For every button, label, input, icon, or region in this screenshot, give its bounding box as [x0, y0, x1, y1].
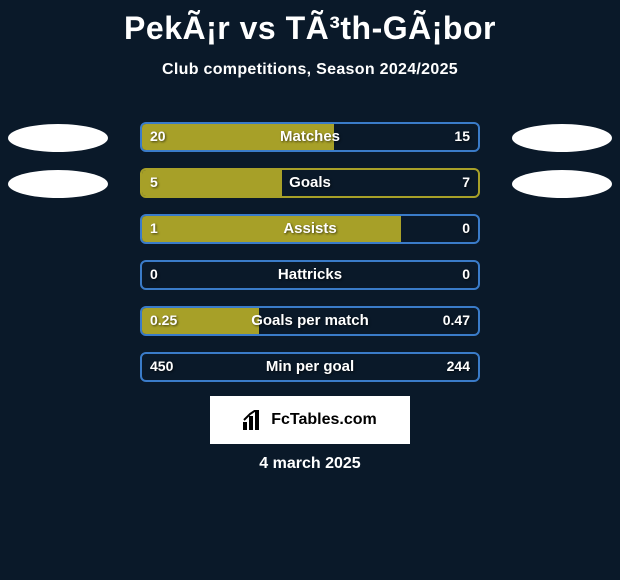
player-left-ellipse: [8, 170, 108, 198]
subtitle: Club competitions, Season 2024/2025: [0, 61, 620, 79]
comparison-rows: 20Matches155Goals71Assists00Hattricks00.…: [0, 120, 620, 396]
metric-bar: 0Hattricks0: [140, 260, 480, 290]
brand-badge: FcTables.com: [210, 396, 410, 444]
player-right-ellipse: [512, 170, 612, 198]
metric-row: 450Min per goal244: [0, 350, 620, 396]
chart-icon: [243, 410, 265, 430]
metric-label: Min per goal: [142, 358, 478, 375]
metric-row: 0.25Goals per match0.47: [0, 304, 620, 350]
metric-bar-fill: [142, 216, 401, 242]
player-left-ellipse: [8, 124, 108, 152]
metric-value-right: 15: [454, 128, 470, 144]
metric-bar: 20Matches15: [140, 122, 480, 152]
metric-bar: 0.25Goals per match0.47: [140, 306, 480, 336]
brand-text: FcTables.com: [271, 411, 377, 429]
player-right-ellipse: [512, 124, 612, 152]
metric-value-left: 0: [150, 266, 158, 282]
metric-bar: 1Assists0: [140, 214, 480, 244]
metric-row: 20Matches15: [0, 120, 620, 166]
metric-bar-fill: [142, 124, 334, 150]
metric-bar-fill: [142, 308, 259, 334]
metric-value-right: 244: [447, 358, 470, 374]
date-text: 4 march 2025: [0, 455, 620, 473]
metric-label: Hattricks: [142, 266, 478, 283]
metric-row: 1Assists0: [0, 212, 620, 258]
metric-value-right: 0: [462, 220, 470, 236]
metric-bar: 5Goals7: [140, 168, 480, 198]
metric-bar-fill: [142, 170, 282, 196]
metric-bar: 450Min per goal244: [140, 352, 480, 382]
metric-value-right: 0.47: [443, 312, 470, 328]
metric-value-right: 7: [462, 174, 470, 190]
metric-row: 0Hattricks0: [0, 258, 620, 304]
metric-row: 5Goals7: [0, 166, 620, 212]
metric-value-right: 0: [462, 266, 470, 282]
page-title: PekÃ¡r vs TÃ³th-GÃ¡bor: [0, 0, 620, 47]
metric-value-left: 450: [150, 358, 173, 374]
